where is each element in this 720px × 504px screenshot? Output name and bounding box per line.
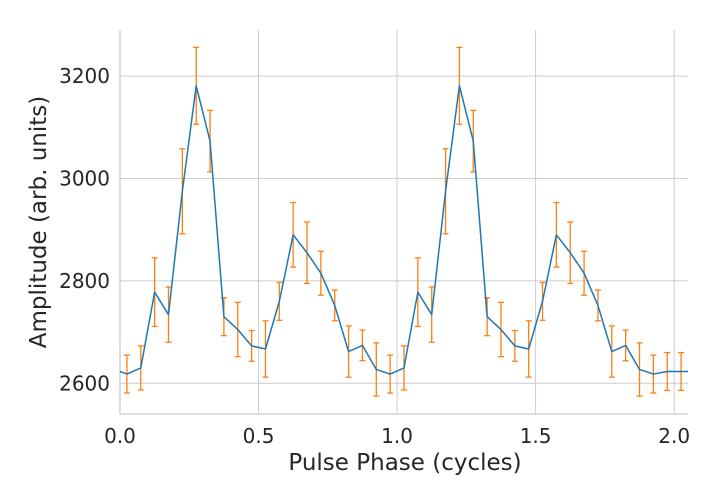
y-tick-label: 3000: [59, 166, 110, 190]
x-tick-label: 2.0: [658, 424, 690, 448]
y-tick-labels: 2600 2800 3000 3200: [59, 64, 110, 395]
x-tick-label: 0.5: [243, 424, 275, 448]
series: [119, 85, 688, 375]
y-tick-label: 2800: [59, 269, 110, 293]
y-axis-label: Amplitude (arb. units): [26, 96, 52, 348]
axes: [119, 30, 688, 415]
y-tick-label: 2600: [59, 371, 110, 395]
y-tick-label: 3200: [59, 64, 110, 88]
x-tick-label: 1.5: [520, 424, 552, 448]
amplitude-line: [119, 85, 688, 375]
x-tick-label: 1.0: [381, 424, 413, 448]
x-tick-label: 0.0: [104, 424, 136, 448]
x-tick-labels: 0.0 0.5 1.0 1.5 2.0: [104, 424, 690, 448]
x-axis-label: Pulse Phase (cycles): [288, 450, 521, 476]
error-bars: [123, 46, 685, 397]
